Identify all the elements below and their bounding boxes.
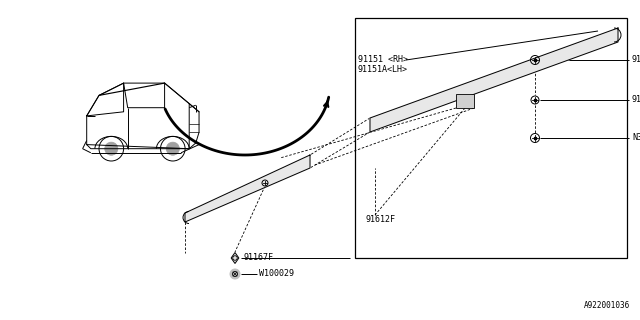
Text: 91141AC: 91141AC [632,55,640,65]
Text: 91612F: 91612F [365,215,395,224]
Text: 91151 <RH>
91151A<LH>: 91151 <RH> 91151A<LH> [358,55,408,74]
Bar [456,94,474,108]
Bar [534,137,536,139]
Circle shape [230,269,240,279]
Polygon shape [185,155,310,222]
Bar [355,18,627,258]
Text: 91161N: 91161N [632,95,640,105]
Text: A922001036: A922001036 [584,301,630,310]
Text: N370025: N370025 [632,133,640,142]
Circle shape [166,142,179,155]
Polygon shape [370,28,618,132]
Text: 91167F: 91167F [243,253,273,262]
Circle shape [105,142,118,155]
Bar [534,99,536,101]
Polygon shape [231,252,239,263]
Bar [534,59,536,61]
Text: W100029: W100029 [259,269,294,278]
